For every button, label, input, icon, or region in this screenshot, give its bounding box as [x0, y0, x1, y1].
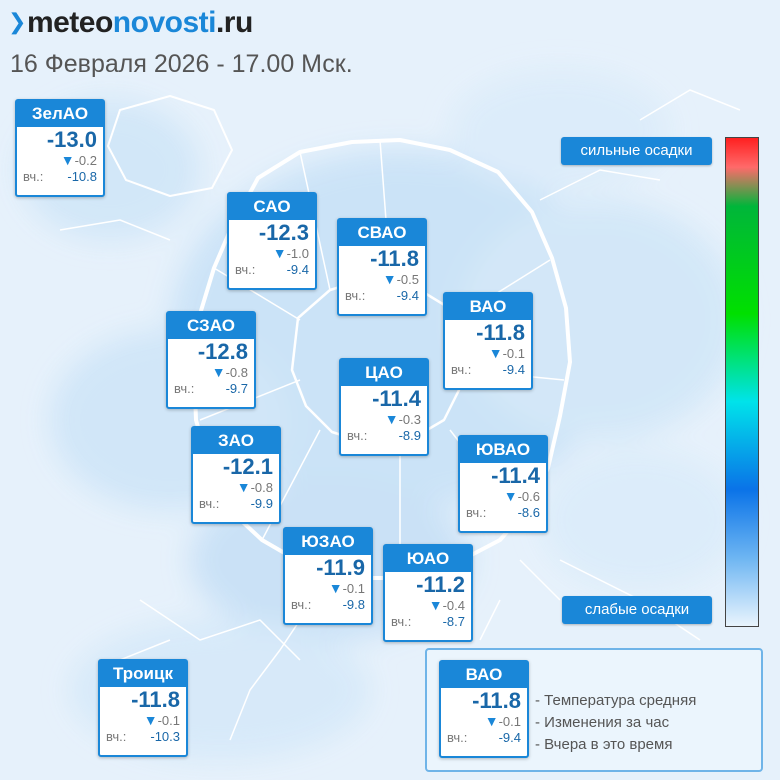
- district-name: ВАО: [445, 294, 531, 320]
- district-card-szao: СЗАО -12.8 ▼-0.8 вч.: -9.7: [166, 311, 256, 409]
- yesterday-label: вч.:: [235, 262, 256, 277]
- district-card-yuvao: ЮВАО -11.4 ▼-0.6 вч.: -8.6: [458, 435, 548, 533]
- district-card-yuzao: ЮЗАО -11.9 ▼-0.1 вч.: -9.8: [283, 527, 373, 625]
- logo-suffix: .ru: [215, 6, 253, 39]
- logo-middle: novosti: [112, 6, 217, 39]
- legend-note-yesterday: - Вчера в это время: [535, 736, 673, 753]
- district-temp: -11.9: [316, 555, 365, 580]
- district-yesterday: -9.9: [250, 496, 273, 511]
- district-change: -0.1: [502, 346, 525, 361]
- light-precipitation-label: слабые осадки: [562, 596, 712, 624]
- site-logo[interactable]: ❯meteonovosti.ru: [8, 6, 253, 40]
- district-name: ЗелАО: [17, 101, 103, 127]
- district-yesterday: -8.6: [517, 505, 540, 520]
- down-triangle-icon: ▼: [236, 479, 251, 495]
- district-temp: -11.8: [472, 688, 521, 713]
- district-yesterday: -8.9: [398, 428, 421, 443]
- district-temp: -11.4: [372, 386, 421, 411]
- down-triangle-icon: ▼: [382, 271, 397, 287]
- yesterday-label: вч.:: [174, 381, 195, 396]
- district-card-yuao: ЮАО -11.2 ▼-0.4 вч.: -8.7: [383, 544, 473, 642]
- down-triangle-icon: ▼: [272, 245, 287, 261]
- logo-mark-icon: ❯: [8, 9, 26, 34]
- district-temp: -12.1: [222, 454, 273, 479]
- legend-sample-card: ВАО -11.8 ▼-0.1 вч.: -9.4: [439, 660, 529, 758]
- district-yesterday: -10.8: [67, 169, 97, 184]
- district-temp: -11.8: [476, 320, 525, 345]
- district-yesterday: -8.7: [442, 614, 465, 629]
- district-change: -0.1: [498, 714, 521, 729]
- district-change: -0.8: [250, 480, 273, 495]
- district-name: ЮАО: [385, 546, 471, 572]
- district-card-vao: ВАО -11.8 ▼-0.1 вч.: -9.4: [443, 292, 533, 390]
- district-card-zao: ЗАО -12.1 ▼-0.8 вч.: -9.9: [191, 426, 281, 524]
- district-change: -0.8: [225, 365, 248, 380]
- down-triangle-icon: ▼: [428, 597, 443, 613]
- district-change: -0.5: [396, 272, 419, 287]
- down-triangle-icon: ▼: [143, 712, 158, 728]
- yesterday-label: вч.:: [291, 597, 312, 612]
- yesterday-label: вч.:: [345, 288, 366, 303]
- legend-note-average-temp: - Температура средняя: [535, 692, 697, 709]
- district-name: Троицк: [100, 661, 186, 687]
- heavy-precipitation-label: сильные осадки: [561, 137, 712, 165]
- district-change: -0.1: [342, 581, 365, 596]
- district-change: -0.3: [398, 412, 421, 427]
- district-name: СВАО: [339, 220, 425, 246]
- district-yesterday: -9.8: [342, 597, 365, 612]
- district-yesterday: -9.4: [396, 288, 419, 303]
- district-change: -0.1: [157, 713, 180, 728]
- district-change: -0.4: [442, 598, 465, 613]
- district-card-svao: СВАО -11.8 ▼-0.5 вч.: -9.4: [337, 218, 427, 316]
- yesterday-label: вч.:: [466, 505, 487, 520]
- district-name: ЮВАО: [460, 437, 546, 463]
- district-card-cao: ЦАО -11.4 ▼-0.3 вч.: -8.9: [339, 358, 429, 456]
- district-yesterday: -9.4: [286, 262, 309, 277]
- yesterday-label: вч.:: [199, 496, 220, 511]
- district-temp: -12.8: [197, 339, 248, 364]
- down-triangle-icon: ▼: [503, 488, 518, 504]
- district-temp: -11.8: [131, 687, 180, 712]
- district-name: ЮЗАО: [285, 529, 371, 555]
- district-name: СЗАО: [168, 313, 254, 339]
- district-change: -0.2: [74, 153, 97, 168]
- district-temp: -11.4: [491, 463, 540, 488]
- yesterday-label: вч.:: [447, 730, 468, 745]
- down-triangle-icon: ▼: [328, 580, 343, 596]
- down-triangle-icon: ▼: [384, 411, 399, 427]
- district-yesterday: -9.4: [498, 730, 521, 745]
- down-triangle-icon: ▼: [484, 713, 499, 729]
- yesterday-label: вч.:: [391, 614, 412, 629]
- date-time-subtitle: 16 Февраля 2026 - 17.00 Мск.: [10, 50, 353, 78]
- yesterday-label: вч.:: [451, 362, 472, 377]
- district-yesterday: -10.3: [150, 729, 180, 744]
- district-card-zelao: ЗелАО -13.0 ▼-0.2 вч.: -10.8: [15, 99, 105, 197]
- district-temp: -11.2: [416, 572, 465, 597]
- district-change: -0.6: [517, 489, 540, 504]
- district-temp: -12.3: [258, 220, 309, 245]
- legend-note-hourly-change: - Изменения за час: [535, 714, 670, 731]
- precipitation-scale-bar: [725, 137, 759, 627]
- yesterday-label: вч.:: [23, 169, 44, 184]
- legend-panel: ВАО -11.8 ▼-0.1 вч.: -9.4 - Температура с…: [425, 648, 763, 772]
- yesterday-label: вч.:: [106, 729, 127, 744]
- down-triangle-icon: ▼: [211, 364, 226, 380]
- district-temp: -11.8: [370, 246, 419, 271]
- district-yesterday: -9.7: [225, 381, 248, 396]
- district-name: ВАО: [441, 662, 527, 688]
- legend-notes: - Температура средняя - Изменения за час…: [535, 690, 696, 756]
- down-triangle-icon: ▼: [488, 345, 503, 361]
- district-card-troitsk: Троицк -11.8 ▼-0.1 вч.: -10.3: [98, 659, 188, 757]
- district-change: -1.0: [286, 246, 309, 261]
- district-name: ЦАО: [341, 360, 427, 386]
- district-name: ЗАО: [193, 428, 279, 454]
- down-triangle-icon: ▼: [60, 152, 75, 168]
- district-temp: -13.0: [46, 127, 97, 152]
- yesterday-label: вч.:: [347, 428, 368, 443]
- logo-prefix: meteo: [26, 6, 113, 39]
- district-card-sao: САО -12.3 ▼-1.0 вч.: -9.4: [227, 192, 317, 290]
- district-name: САО: [229, 194, 315, 220]
- district-yesterday: -9.4: [502, 362, 525, 377]
